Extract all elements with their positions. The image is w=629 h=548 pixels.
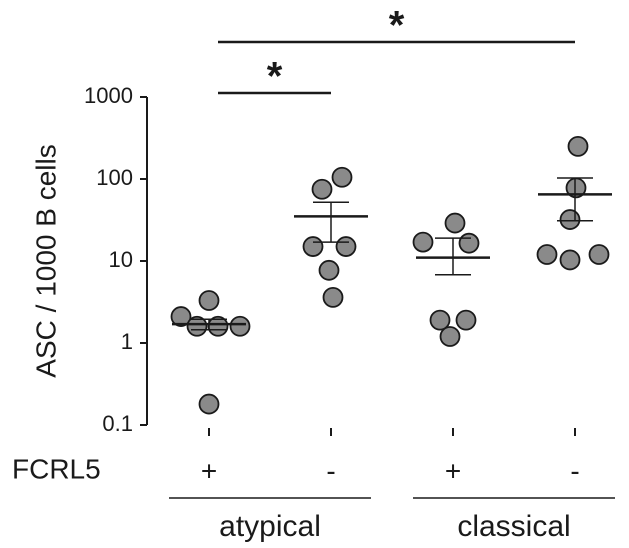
data-point — [170, 306, 192, 327]
data-point — [198, 393, 220, 415]
y-tick-label: 0.1 — [102, 411, 133, 436]
y-tick-label: 1000 — [84, 83, 133, 108]
data-point — [588, 244, 610, 265]
significance-label: * — [267, 55, 283, 99]
data-point — [458, 232, 480, 254]
data-point — [311, 178, 333, 200]
group-label: classical — [457, 510, 570, 543]
y-tick-label: 100 — [96, 165, 133, 190]
data-point — [318, 259, 340, 281]
x-axis-label: FCRL5 — [12, 453, 101, 484]
data-point — [412, 231, 434, 253]
y-tick-label: 1 — [121, 329, 133, 354]
significance-label: * — [389, 4, 405, 48]
x-tick-label: + — [201, 455, 217, 486]
data-point — [302, 236, 324, 257]
data-point — [455, 309, 477, 331]
data-point — [186, 315, 208, 337]
y-axis-label: ASC / 1000 B cells — [30, 144, 61, 377]
data-point — [335, 236, 357, 257]
data-point — [567, 135, 589, 157]
data-point — [439, 326, 461, 347]
group-label: atypical — [219, 510, 321, 543]
data-point — [559, 209, 581, 230]
data-point — [198, 290, 220, 311]
data-point — [536, 244, 558, 265]
x-tick-label: - — [326, 455, 335, 486]
data-point — [559, 249, 581, 271]
data-point — [444, 212, 466, 234]
y-tick-label: 10 — [109, 247, 133, 272]
data-point — [331, 166, 353, 188]
x-tick-label: - — [570, 455, 579, 486]
data-point — [322, 286, 344, 308]
data-point — [229, 315, 251, 337]
data-point — [429, 309, 451, 331]
x-tick-label: + — [445, 455, 461, 486]
